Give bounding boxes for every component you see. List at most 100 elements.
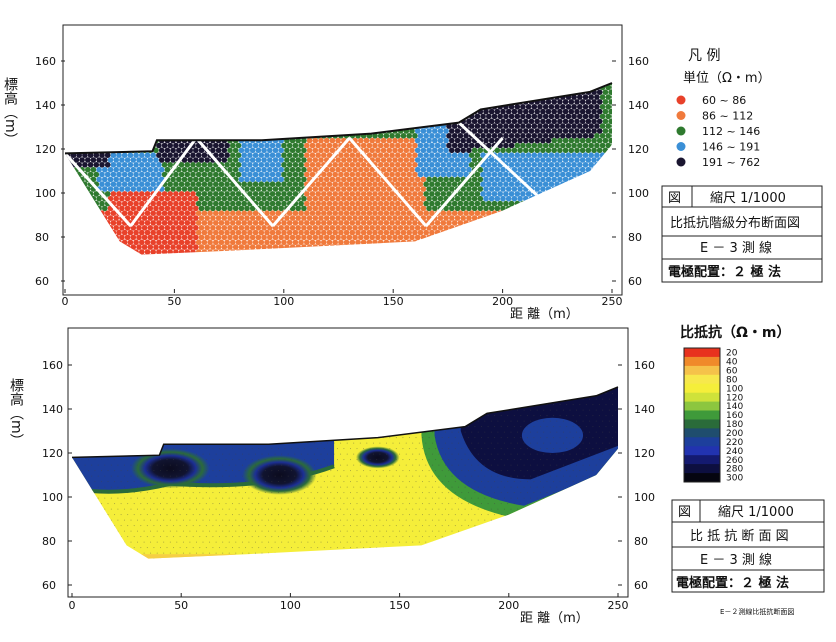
top-y-ticks-left: 60 80 100 120 140 160 xyxy=(35,55,65,288)
colorbar-segment xyxy=(684,374,720,385)
colorbar-label: 120 xyxy=(726,393,743,403)
bottom-ground-surface xyxy=(71,386,619,459)
bottom-y-tick-left: 140 xyxy=(42,403,63,416)
bottom-y-tick-right: 60 xyxy=(634,579,648,592)
top-title-box: 図 縮尺 1/1000 比抵抗階級分布断面図 E － 3 測 線 電極配置：２ … xyxy=(661,185,823,283)
colorbar-segment xyxy=(684,428,720,438)
colorbar-segment xyxy=(684,356,720,367)
top-x-ticks: 0 50 100 150 200 250 xyxy=(62,289,623,308)
colorbar-label: 180 xyxy=(726,420,743,430)
top-plot-frame xyxy=(62,24,623,296)
bottom-y-tick-right: 100 xyxy=(634,491,655,504)
legend-title: 凡 例 xyxy=(688,48,720,64)
top-legend: 凡 例 単位（Ω・m） 60 ~ 86 86 ~ 112 112 ~ 146 146 … xyxy=(676,48,771,169)
top-y-ticks-right: 60 80 100 120 140 160 xyxy=(612,55,649,288)
colorbar-segment xyxy=(684,401,720,411)
bottom-y-tick-left: 100 xyxy=(42,491,63,504)
colorbar-label: 40 xyxy=(726,358,738,368)
bottom-box-line: E － 3 測 線 xyxy=(700,552,772,568)
bottom-plot-frame xyxy=(67,327,629,598)
bottom-x-ticks: 0 50 100 150 200 250 xyxy=(69,593,629,612)
legend-swatch xyxy=(676,111,686,120)
colorbar-segment xyxy=(684,383,720,394)
top-y-tick-left: 100 xyxy=(35,187,56,200)
colorbar: 比抵抗（Ω・m） 2040608010012014016018020022024… xyxy=(680,324,791,484)
bottom-y-ticks-left: 60 80 100 120 140 160 xyxy=(42,359,72,592)
legend-label: 86 ~ 112 xyxy=(702,110,753,123)
top-x-tick: 0 xyxy=(62,295,69,308)
colorbar-label: 100 xyxy=(726,384,743,394)
colorbar-label: 200 xyxy=(726,429,743,439)
top-y-tick-right: 100 xyxy=(628,187,649,200)
bottom-y-tick-right: 140 xyxy=(634,403,655,416)
top-y-tick-right: 160 xyxy=(628,55,649,68)
bottom-x-axis-label: 距 離（m） xyxy=(520,611,589,626)
bottom-x-tick: 150 xyxy=(389,599,410,612)
bottom-x-tick: 0 xyxy=(69,599,76,612)
colorbar-label: 160 xyxy=(726,411,743,421)
top-y-tick-left: 120 xyxy=(35,143,56,156)
top-y-tick-left: 80 xyxy=(35,231,49,244)
colorbar-label: 300 xyxy=(726,474,743,484)
colorbar-label: 280 xyxy=(726,465,743,475)
legend-unit: 単位（Ω・m） xyxy=(683,70,771,86)
top-x-tick: 100 xyxy=(273,295,294,308)
colorbar-segment xyxy=(684,455,720,465)
top-y-tick-right: 80 xyxy=(628,231,642,244)
top-y-tick-right: 60 xyxy=(628,275,642,288)
bottom-y-ticks-right: 60 80 100 120 140 160 xyxy=(618,359,655,592)
colorbar-segment xyxy=(684,464,720,474)
colorbar-segment xyxy=(684,446,720,456)
legend-swatch xyxy=(676,157,686,167)
colorbar-segment xyxy=(684,410,720,420)
bottom-y-tick-right: 160 xyxy=(634,359,655,372)
colorbar-segment xyxy=(684,365,720,376)
top-box-line: E － 3 測 線 xyxy=(700,240,772,256)
top-y-tick-right: 120 xyxy=(628,143,649,156)
legend-label: 146 ~ 191 xyxy=(702,141,760,154)
legend-swatch xyxy=(676,142,686,151)
colorbar-label: 80 xyxy=(726,375,738,385)
bottom-y-tick-left: 160 xyxy=(42,359,63,372)
legend-swatch xyxy=(676,126,686,136)
top-y-axis-label: 標高（m） xyxy=(2,77,18,147)
top-x-tick: 200 xyxy=(492,295,513,308)
legend-label: 191 ~ 762 xyxy=(702,156,760,169)
top-x-tick: 250 xyxy=(602,295,623,308)
colorbar-label: 220 xyxy=(726,438,743,448)
legend-swatch xyxy=(676,95,686,105)
bottom-x-tick: 50 xyxy=(174,599,188,612)
colorbar-label: 140 xyxy=(726,402,743,412)
top-y-tick-right: 140 xyxy=(628,99,649,112)
top-box-array: 電極配置：２ 極 法 xyxy=(668,264,781,280)
top-y-tick-left: 160 xyxy=(35,55,56,68)
top-box-title: 比抵抗階級分布断面図 xyxy=(670,216,800,231)
bottom-y-tick-left: 80 xyxy=(42,535,56,548)
top-box-scale: 縮尺 1/1000 xyxy=(710,190,786,206)
legend-label: 112 ~ 146 xyxy=(702,125,760,138)
colorbar-label: 60 xyxy=(726,367,738,377)
colorbar-segment xyxy=(684,348,720,358)
bottom-box-scale: 縮尺 1/1000 xyxy=(718,504,794,520)
colorbar-segment xyxy=(684,419,720,429)
colorbar-segment xyxy=(684,437,720,447)
bottom-y-tick-left: 120 xyxy=(42,447,63,460)
bottom-y-tick-right: 120 xyxy=(634,447,655,460)
top-box-fig: 図 xyxy=(668,191,681,206)
top-x-axis-label: 距 離（m） xyxy=(510,307,579,322)
bottom-x-tick: 250 xyxy=(608,599,629,612)
colorbar-label: 240 xyxy=(726,447,743,457)
colorbar-segment xyxy=(684,392,720,403)
top-x-tick: 50 xyxy=(167,295,181,308)
top-chart: 60 80 100 120 140 160 60 80 100 120 140 160 0 50 100… xyxy=(2,24,823,322)
top-x-tick: 150 xyxy=(383,295,404,308)
bottom-caption: E－２測線比抵抗断面図 xyxy=(720,607,794,616)
top-y-tick-left: 60 xyxy=(35,275,49,288)
legend-label: 60 ~ 86 xyxy=(702,94,746,107)
bottom-box-array: 電極配置：２ 極 法 xyxy=(676,575,789,591)
bottom-x-tick: 200 xyxy=(498,599,519,612)
colorbar-title: 比抵抗（Ω・m） xyxy=(680,324,791,341)
colorbar-label: 20 xyxy=(726,349,738,359)
bottom-box-fig: 図 xyxy=(678,505,691,520)
